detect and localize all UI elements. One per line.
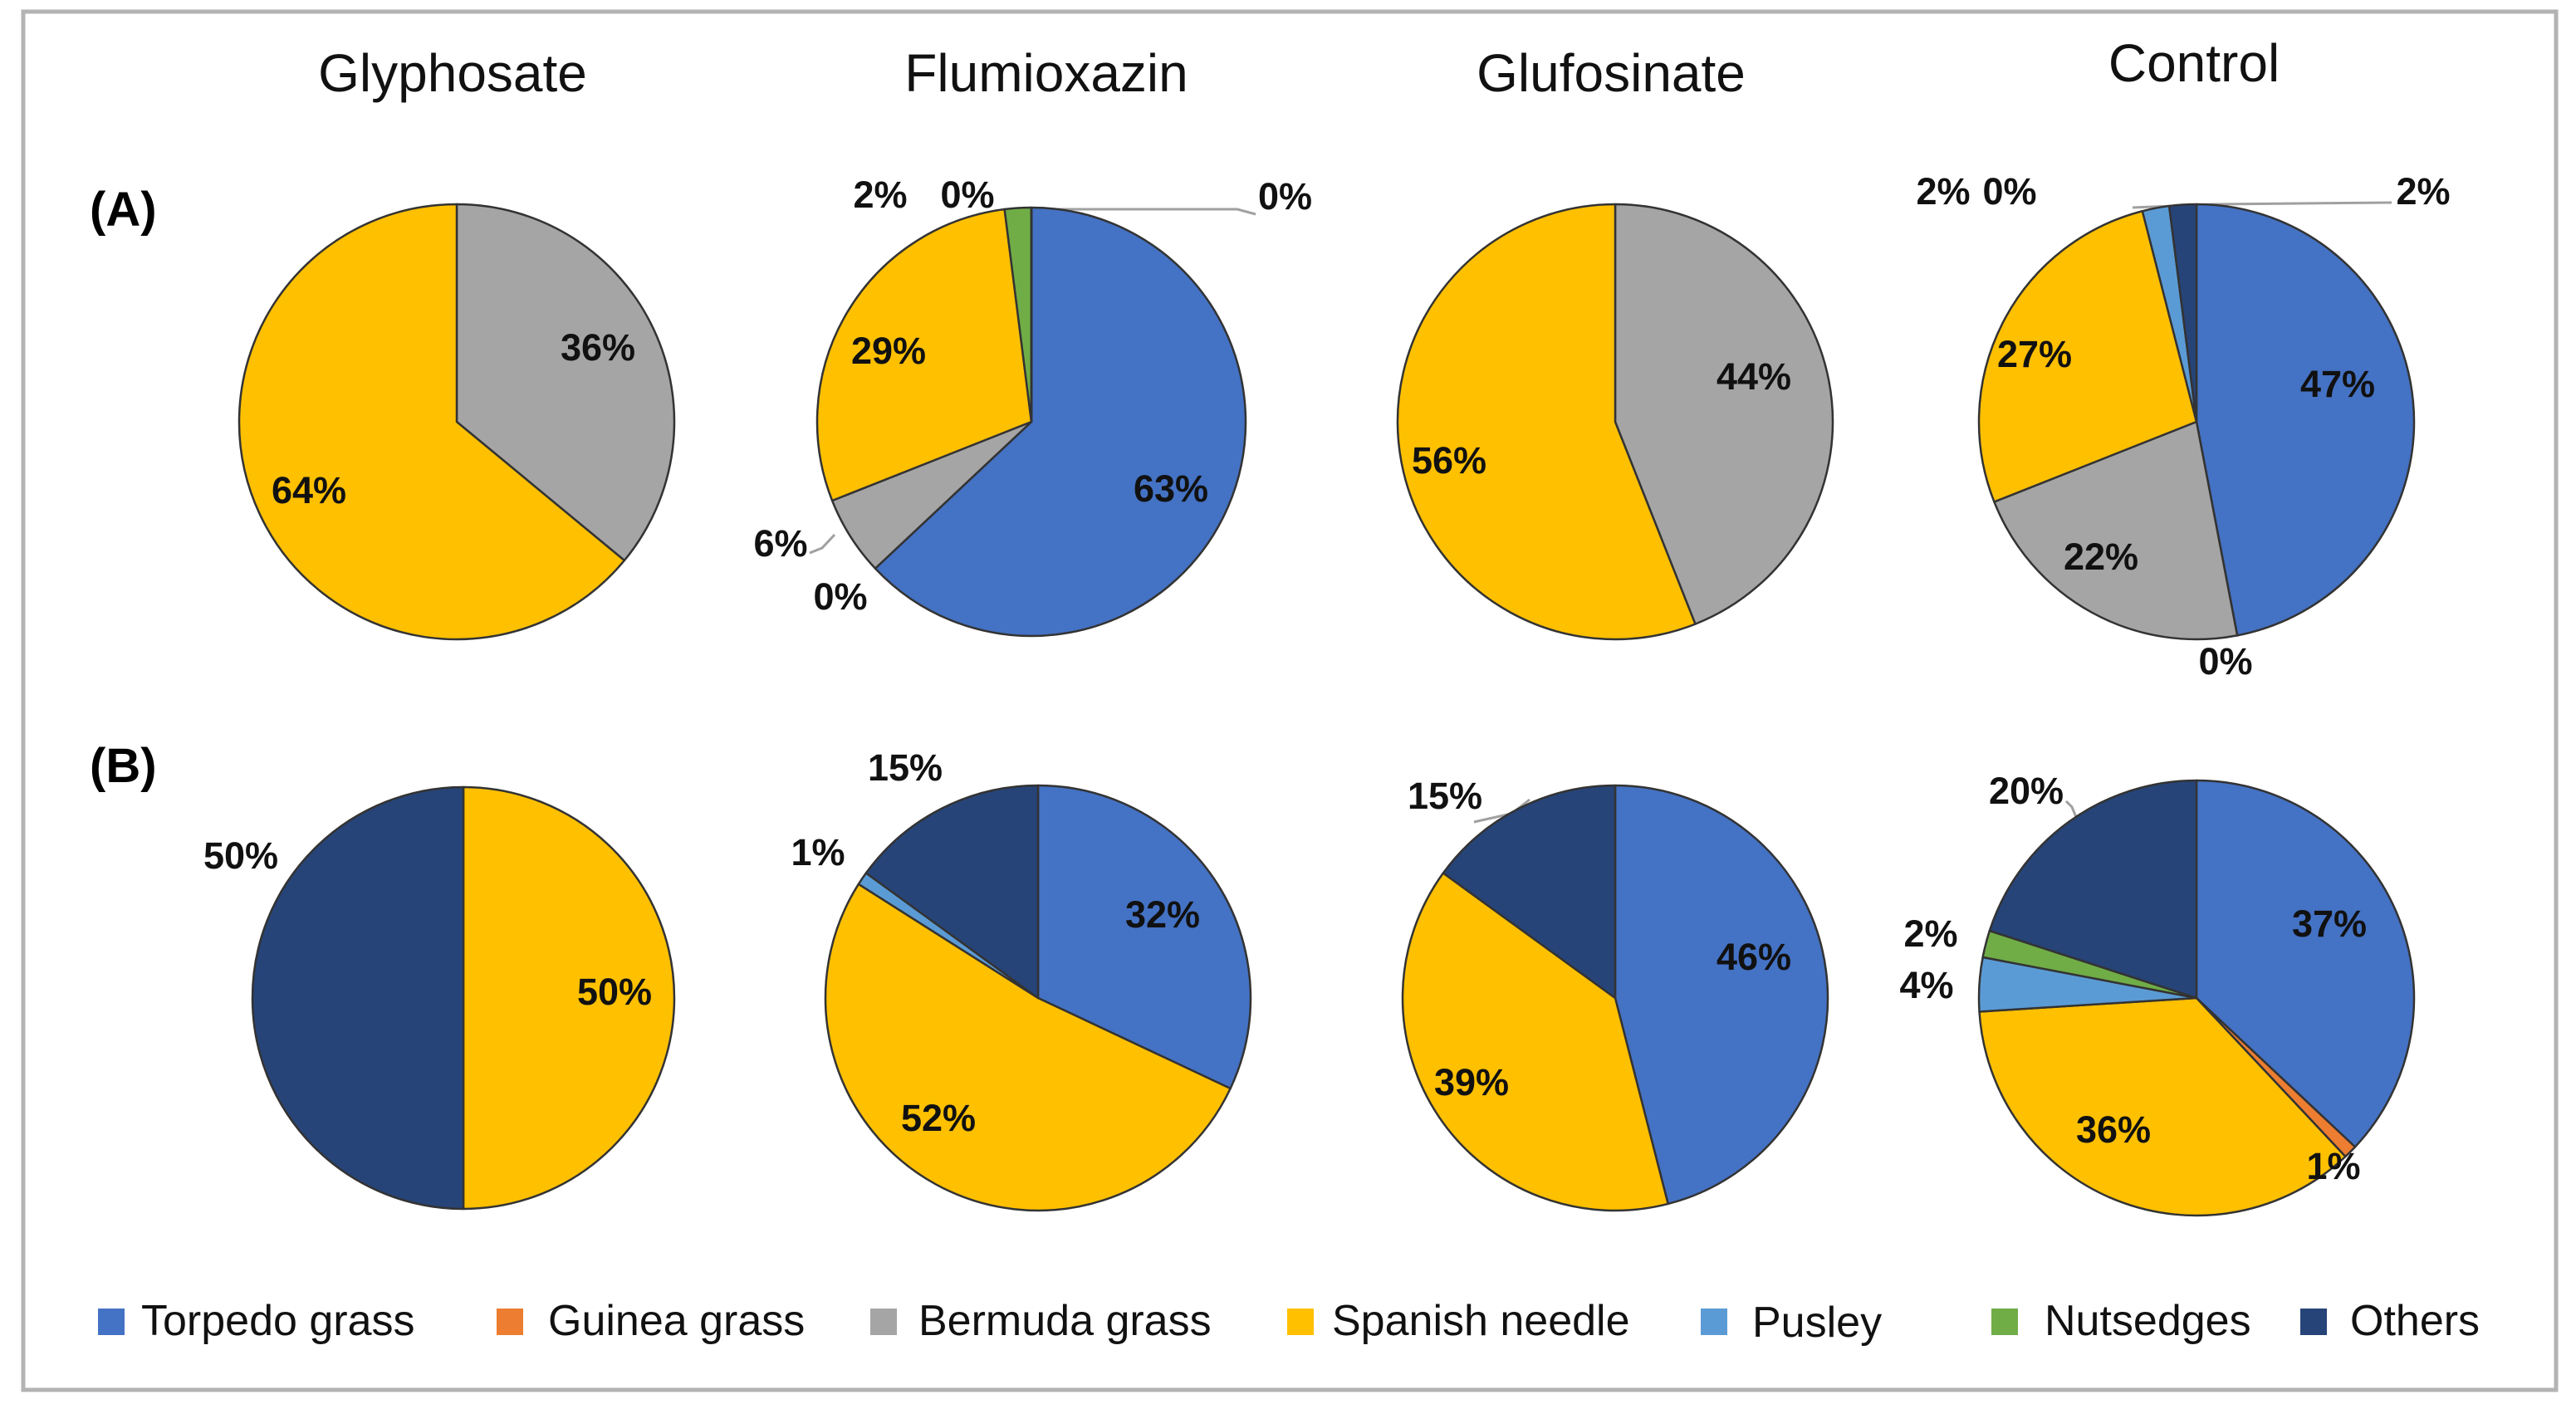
slice-label-pusley: 2% (1916, 170, 1970, 213)
column-title-control: Control (2108, 33, 2280, 93)
slice-label-bermuda-grass: 44% (1717, 355, 1791, 398)
pie-slice-spanish-needle (1977, 209, 2198, 503)
pie-slice-spanish-needle (1978, 996, 2347, 1217)
legend-label-torpedo-grass: Torpedo grass (141, 1297, 415, 1345)
slice-label-others: 15% (1408, 775, 1482, 817)
row-label-b: (B) (90, 739, 157, 793)
pie-a-glyphosate (238, 203, 676, 641)
pie-a-control (1977, 203, 2416, 641)
legend-swatch-bermuda-grass (870, 1309, 897, 1335)
column-title-glyphosate: Glyphosate (318, 43, 587, 103)
leader-line (1020, 208, 1256, 216)
pie-slice-spanish-needle (1401, 872, 1669, 1212)
pie-slice-others (1988, 779, 2198, 1000)
pie-slice-spanish-needle (462, 785, 676, 1211)
pie-a-glufosinate (1396, 203, 1834, 641)
legend-swatch-others (2300, 1309, 2327, 1335)
pie-slice-bermuda-grass (1614, 203, 1834, 625)
legend-label-nutsedges: Nutsedges (2045, 1297, 2251, 1345)
slice-labels: 36%64% 63%0%6%29%2% 0%0%44%56%47%0%22%27%2… (203, 170, 2451, 1187)
slice-label-spanish-needle: 52% (901, 1097, 976, 1139)
slice-label-others: 15% (868, 746, 943, 789)
slice-label-spanish-needle: 56% (1412, 439, 1486, 482)
slice-label-guinea-grass: 1% (2306, 1145, 2360, 1187)
slice-label-spanish-needle: 39% (1434, 1061, 1509, 1103)
pie-b-glyphosate (251, 785, 676, 1211)
legend-label-others: Others (2350, 1297, 2480, 1345)
pie-b-flumioxazin (824, 784, 1252, 1212)
legend-swatch-guinea-grass (497, 1309, 523, 1335)
legend-label-pusley: Pusley (1752, 1299, 1882, 1347)
column-title-flumioxazin: Flumioxazin (904, 43, 1188, 103)
pie-slice-torpedo-grass (1614, 784, 1829, 1206)
slice-label-spanish-needle: 64% (272, 469, 346, 511)
pie-slice-torpedo-grass (874, 206, 1247, 638)
slice-label-torpedo-grass: 46% (1717, 936, 1791, 978)
slice-label-nutsedges: 2% (1903, 912, 1957, 955)
pie-slice-others (2167, 203, 2198, 423)
slice-label-bermuda-grass: 22% (2064, 536, 2138, 578)
slice-label-spanish-needle: 27% (1997, 333, 2072, 375)
pie-slice-torpedo-grass (2195, 203, 2416, 637)
slice-label-nutsedges: 0% (1982, 170, 2036, 213)
pie-slice-spanish-needle (824, 883, 1232, 1212)
legend: Torpedo grass Guinea grass Bermuda grass… (98, 1297, 2480, 1347)
legend-swatch-pusley (1701, 1309, 1727, 1335)
slice-label-others: 0% (813, 575, 867, 618)
legend-label-bermuda-grass: Bermuda grass (918, 1297, 1212, 1345)
slice-label-torpedo-grass: 47% (2300, 363, 2375, 405)
slice-label-guinea-grass: 0% (2198, 640, 2252, 682)
pie-slice-torpedo-grass (2195, 779, 2416, 1148)
slice-label-others: 50% (203, 834, 278, 877)
slice-label-nutsedges: 2% (853, 174, 907, 216)
pies (238, 203, 2416, 1217)
slice-label-spanish-needle: 36% (2076, 1108, 2151, 1151)
leader-line (2064, 800, 2078, 818)
slice-label-spanish-needle: 29% (851, 330, 926, 372)
row-label-a: (A) (90, 183, 157, 237)
slice-label-bermuda-grass: 36% (561, 326, 635, 369)
slice-label-others: 20% (1989, 770, 2064, 812)
slice-label-guinea-grass: 0% (1258, 175, 1312, 218)
pie-slice-bermuda-grass (1993, 420, 2239, 641)
pie-slice-bermuda-grass (455, 203, 676, 562)
pie-a-flumioxazin (815, 206, 1247, 638)
slice-label-pusley: 4% (1899, 964, 1953, 1006)
legend-swatch-spanish-needle (1287, 1309, 1314, 1335)
pie-slice-others (1442, 784, 1617, 1000)
pie-slice-torpedo-grass (1036, 784, 1252, 1090)
slice-label-torpedo-grass: 63% (1134, 467, 1208, 510)
slice-label-pusley: 0% (940, 174, 994, 216)
slice-label-pusley: 1% (791, 831, 845, 873)
slice-label-torpedo-grass: 37% (2292, 903, 2367, 945)
slice-label-bermuda-grass: 6% (753, 522, 807, 565)
legend-label-spanish-needle: Spanish needle (1332, 1297, 1630, 1345)
pie-slice-others (864, 784, 1040, 1000)
slice-label-spanish-needle: 50% (577, 971, 652, 1013)
row-labels: (A) (B) (90, 183, 157, 793)
legend-swatch-nutsedges (1991, 1309, 2018, 1335)
pie-slice-others (251, 785, 465, 1211)
slice-label-torpedo-grass: 32% (1125, 893, 1200, 936)
pie-slice-spanish-needle (815, 208, 1033, 502)
leader-line (809, 533, 836, 555)
pie-slice-spanish-needle (1396, 203, 1697, 641)
pie-slice-spanish-needle (238, 203, 626, 641)
legend-swatch-torpedo-grass (98, 1309, 125, 1335)
column-title-glufosinate: Glufosinate (1477, 43, 1746, 103)
column-titles: Glyphosate Flumioxazin Glufosinate Contr… (318, 33, 2280, 103)
slice-label-others: 2% (2396, 170, 2450, 213)
legend-label-guinea-grass: Guinea grass (548, 1297, 805, 1345)
pie-b-glufosinate (1401, 784, 1829, 1212)
pie-b-control (1977, 779, 2416, 1217)
